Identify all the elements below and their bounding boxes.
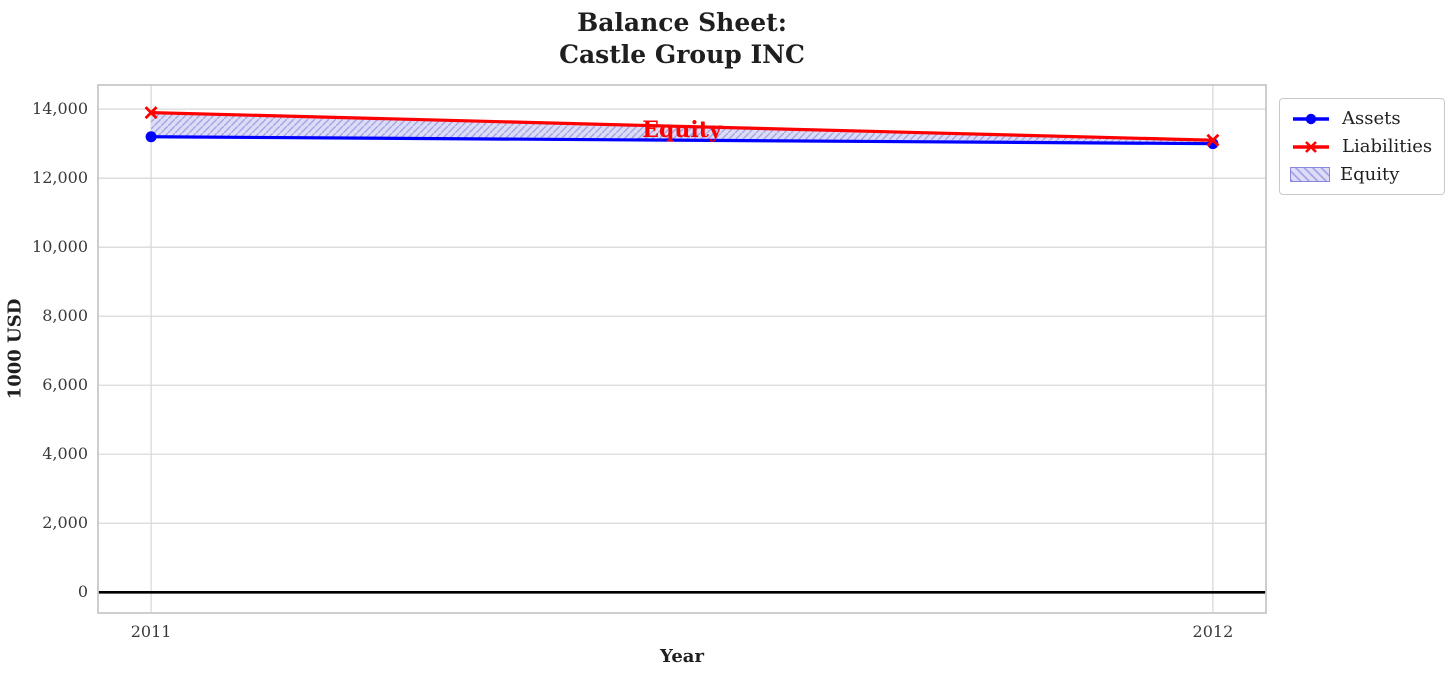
chart-title-line2: Castle Group INC <box>559 40 805 69</box>
x-tick-label: 2012 <box>1192 622 1234 641</box>
legend-item-assets: Assets <box>1290 107 1434 130</box>
y-tick-label: 6,000 <box>42 375 88 395</box>
legend-item-liabilities: Liabilities <box>1290 135 1434 158</box>
y-tick-label: 12,000 <box>32 168 88 188</box>
y-axis-label: 1000 USD <box>4 298 26 400</box>
y-tick-label: 0 <box>77 582 88 602</box>
liabilities-line-icon <box>1293 140 1329 153</box>
legend-item-equity: Equity <box>1290 163 1434 186</box>
legend: Assets Liabilities Equity <box>1279 98 1445 195</box>
y-tick-label: 8,000 <box>42 306 88 326</box>
x-tick-label: 2011 <box>130 622 172 641</box>
liabilities-marker <box>1206 133 1220 147</box>
y-tick-label: 10,000 <box>32 237 88 257</box>
x-axis-label: Year <box>660 646 704 667</box>
liabilities-marker <box>144 106 158 120</box>
y-tick-label: 4,000 <box>42 444 88 464</box>
legend-label-assets: Assets <box>1342 108 1401 129</box>
assets-circle-marker-icon <box>1305 113 1317 124</box>
y-tick-label: 14,000 <box>32 99 88 119</box>
equity-hatch-patch-icon <box>1290 167 1330 182</box>
equity-area-label: Equity <box>642 116 722 143</box>
legend-label-equity: Equity <box>1340 164 1400 185</box>
assets-marker <box>145 131 157 143</box>
chart-title: Balance Sheet: Castle Group INC <box>559 7 805 71</box>
liabilities-line <box>151 111 1213 142</box>
chart-title-line1: Balance Sheet: <box>577 8 787 37</box>
legend-label-liabilities: Liabilities <box>1342 136 1433 157</box>
liabilities-x-marker-icon <box>1305 140 1317 153</box>
assets-line-icon <box>1293 113 1329 124</box>
y-tick-label: 2,000 <box>42 513 88 533</box>
plot-border <box>97 84 1267 614</box>
assets-line <box>151 135 1213 146</box>
